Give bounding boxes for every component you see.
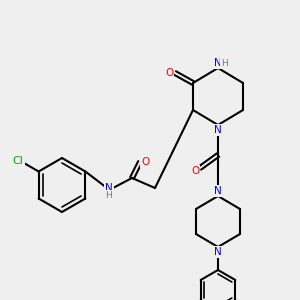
- Text: O: O: [141, 157, 149, 167]
- Text: O: O: [165, 68, 173, 78]
- Text: Cl: Cl: [13, 157, 24, 166]
- Text: H: H: [222, 58, 228, 68]
- Text: N: N: [214, 125, 222, 135]
- Text: H: H: [106, 191, 112, 200]
- Text: N: N: [214, 58, 222, 68]
- Text: N: N: [214, 186, 222, 196]
- Text: N: N: [105, 183, 113, 193]
- Text: O: O: [191, 166, 199, 176]
- Text: N: N: [214, 247, 222, 257]
